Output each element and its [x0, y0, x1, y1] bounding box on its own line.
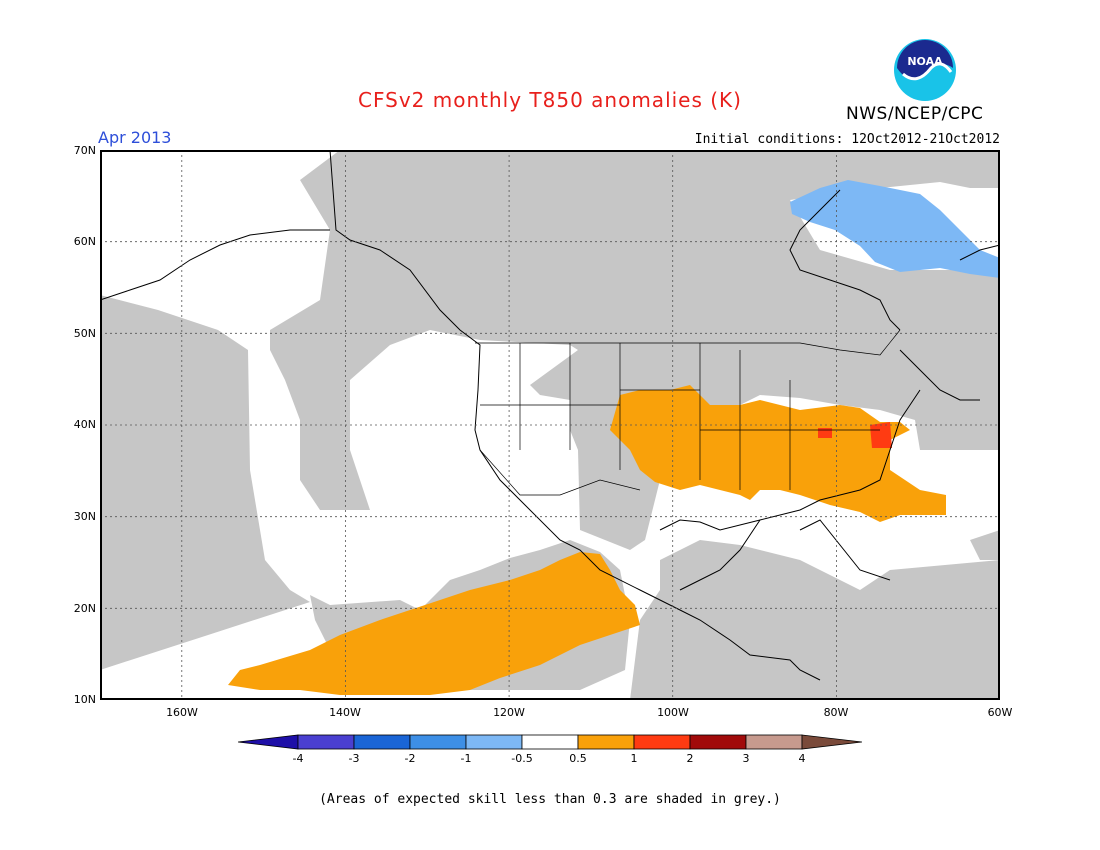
lat-label: 30N [73, 510, 96, 523]
lat-label: 20N [73, 602, 96, 615]
lon-label: 160W [166, 706, 198, 719]
borders [475, 329, 901, 496]
logo-text: NOAA [907, 55, 943, 68]
colorbar-label: -3 [348, 752, 360, 765]
lon-label: 60W [987, 706, 1013, 719]
anomaly-map [100, 150, 1000, 700]
strong-warm-areas [818, 422, 892, 448]
lon-label: 100W [657, 706, 689, 719]
colorbar-label: 1 [630, 752, 638, 765]
graticule [100, 150, 1000, 700]
cold-anomaly-area [790, 180, 1000, 278]
colorbar-label: -4 [292, 752, 304, 765]
lat-label: 60N [73, 235, 96, 248]
colorbar-label: -1 [460, 752, 472, 765]
map-title: CFSv2 monthly T850 anomalies (K) [358, 88, 742, 112]
colorbar-label: 4 [798, 752, 806, 765]
lat-label: 10N [73, 693, 96, 706]
lon-label: 120W [493, 706, 525, 719]
warm-anomaly-areas [228, 385, 946, 695]
lat-label: 50N [73, 327, 96, 340]
lat-label: 70N [73, 144, 96, 157]
agency-label: NWS/NCEP/CPC [846, 104, 984, 124]
noaa-logo-icon: NOAA [894, 39, 956, 101]
coastlines [100, 150, 1000, 681]
colorbar-label: 2 [686, 752, 694, 765]
lat-label: 40N [73, 418, 96, 431]
lon-label: 80W [823, 706, 849, 719]
forecast-period: Apr 2013 [98, 128, 172, 147]
initial-conditions: Initial conditions: 12Oct2012-21Oct2012 [694, 132, 1000, 147]
colorbar-label: -2 [404, 752, 416, 765]
colorbar [238, 734, 862, 750]
lon-label: 140W [329, 706, 361, 719]
footnote: (Areas of expected skill less than 0.3 a… [319, 792, 781, 807]
colorbar-label: 0.5 [569, 752, 587, 765]
colorbar-label: 3 [742, 752, 750, 765]
map-frame [100, 150, 1000, 700]
colorbar-label: -0.5 [511, 752, 533, 765]
